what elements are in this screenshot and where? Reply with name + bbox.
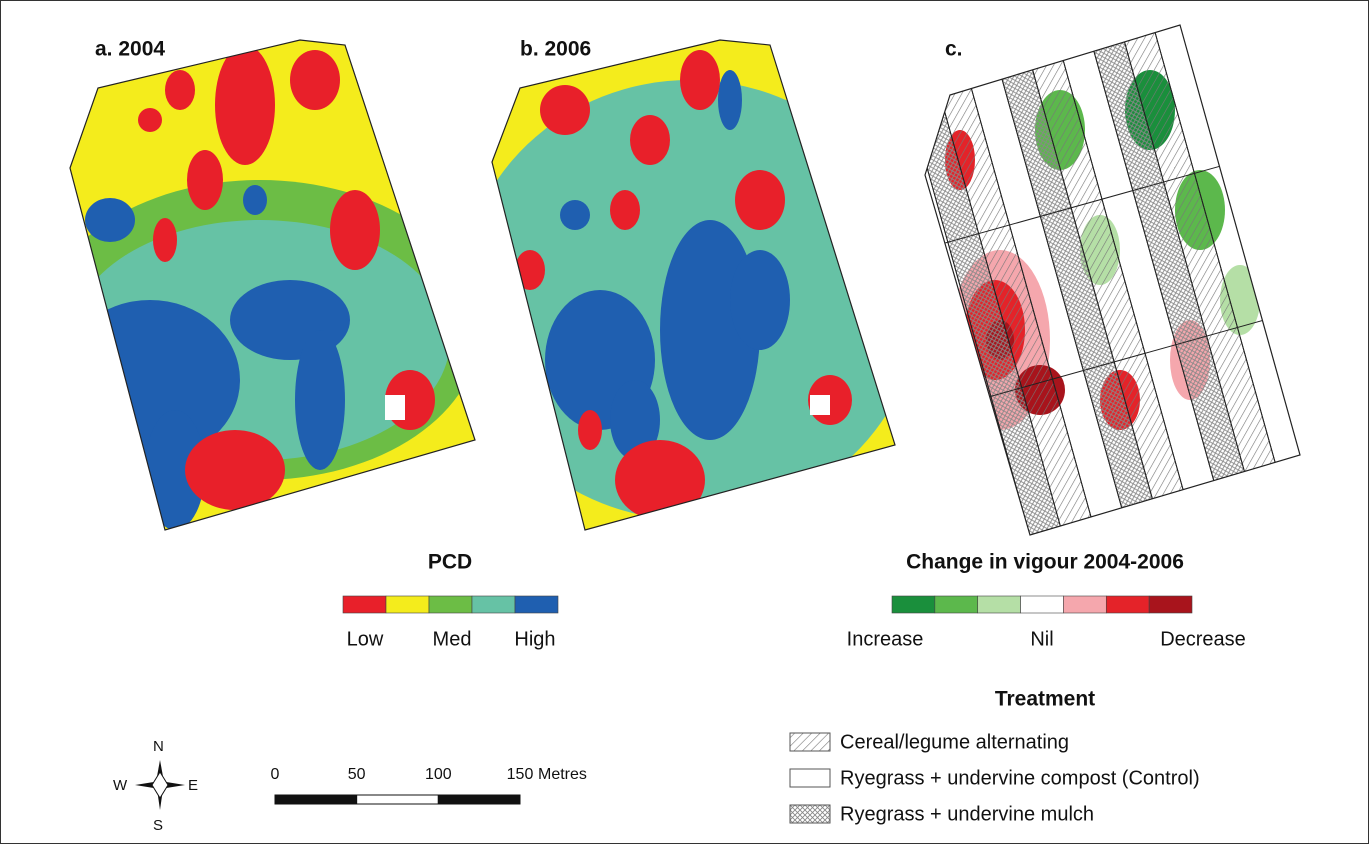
legend-label: Increase	[847, 628, 924, 650]
compass-e: E	[188, 777, 198, 794]
scale-segment	[438, 795, 520, 804]
treatment-swatch	[790, 733, 830, 751]
treatment-swatch	[790, 805, 830, 823]
legend-title: PCD	[428, 551, 472, 574]
legend-swatch	[892, 596, 935, 613]
legend-label: Med	[433, 628, 472, 650]
scale-tick-label: 100	[425, 766, 452, 783]
legend-swatch	[429, 596, 472, 613]
legend-swatch	[978, 596, 1021, 613]
legend-swatch	[386, 596, 429, 613]
legend-swatch	[472, 596, 515, 613]
compass-s: S	[153, 817, 163, 834]
legend-label: Decrease	[1160, 628, 1246, 650]
scale-tick-label: 150	[507, 766, 534, 783]
scale-segment	[357, 795, 439, 804]
panel-label: b. 2006	[520, 38, 591, 61]
treatment-swatch	[790, 769, 830, 787]
legend-swatch	[515, 596, 558, 613]
legend-swatch	[343, 596, 386, 613]
compass-n: N	[153, 738, 164, 755]
legend-swatch	[1063, 596, 1106, 613]
panel-label: a. 2004	[95, 38, 165, 61]
legend-swatch	[1021, 596, 1064, 613]
legend-label: Low	[347, 628, 384, 650]
treatment-item: Ryegrass + undervine mulch	[840, 803, 1094, 825]
treatment-item: Ryegrass + undervine compost (Control)	[840, 767, 1200, 789]
legend-label: Nil	[1030, 628, 1053, 650]
legend-swatch	[935, 596, 978, 613]
figure: a. 2004 b. 2006 c. PCD Low Med High Chan…	[0, 0, 1369, 844]
treatment-item: Cereal/legume alternating	[840, 731, 1069, 753]
scale-segment	[275, 795, 357, 804]
legend-swatch	[1149, 596, 1192, 613]
compass-w: W	[113, 777, 128, 794]
legend-title: Treatment	[995, 688, 1095, 711]
scale-tick-label: 0	[271, 766, 280, 783]
scale-unit: Metres	[538, 766, 587, 783]
legend-label: High	[514, 628, 555, 650]
legend-swatch	[1106, 596, 1149, 613]
panel-label: c.	[945, 38, 963, 61]
legend-title: Change in vigour 2004-2006	[906, 551, 1184, 574]
scale-tick-label: 50	[348, 766, 366, 783]
